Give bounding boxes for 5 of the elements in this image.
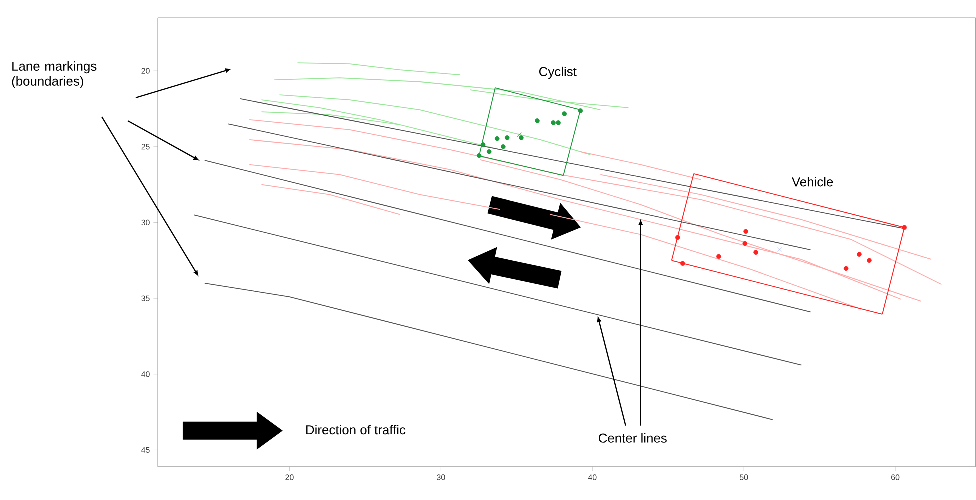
text: Lane markings (boundaries) <box>12 62 97 89</box>
annotation: Direction of traffic <box>306 425 406 435</box>
annotation: Cyclist <box>539 66 577 80</box>
annotation: Center lines <box>598 433 667 443</box>
annotation: Vehicle <box>792 177 834 187</box>
